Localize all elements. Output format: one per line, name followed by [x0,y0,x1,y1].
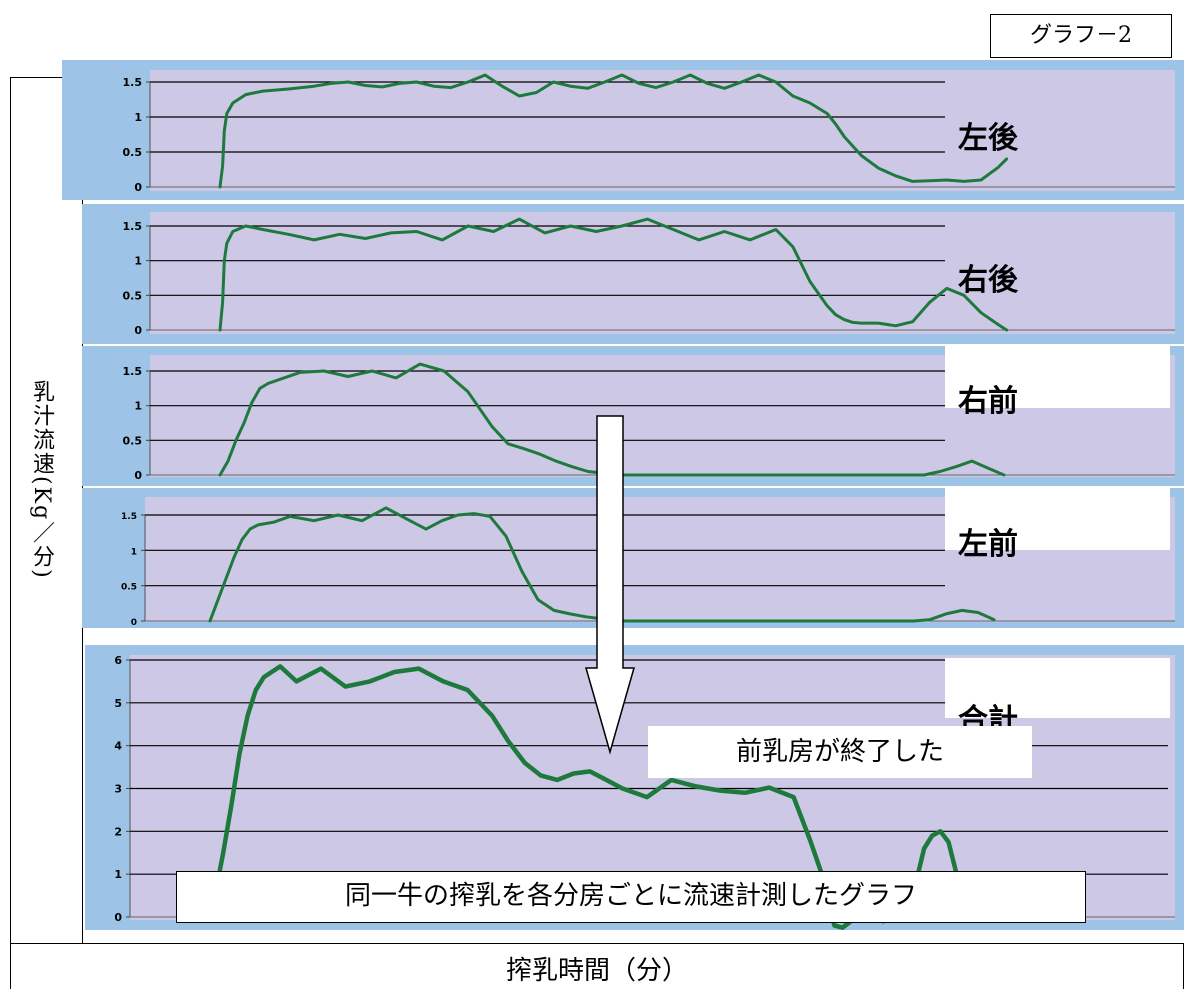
y-tick-label: 0.5 [123,146,143,159]
y-tick-label: 0 [134,181,142,194]
y-tick-label: 0 [134,324,142,337]
chart-title: 右後 [958,263,1019,298]
y-tick-label: 4 [114,740,122,753]
y-tick-label: 0 [131,618,137,628]
y-tick-label: 1.5 [123,365,143,378]
x-axis-label-frame: 搾乳時間（分） [10,943,1184,989]
annotation-caption: 同一牛の搾乳を各分房ごとに流速計測したグラフ [176,871,1086,923]
x-axis-label: 搾乳時間（分） [505,956,688,986]
y-tick-label: 3 [114,783,122,796]
y-tick-label: 2 [114,825,122,838]
chart-title: 左後 [958,121,1019,156]
y-tick-label: 1 [131,547,137,557]
y-tick-label: 1 [134,400,142,413]
down-arrow [585,415,635,755]
plot-area [150,212,1175,334]
plot-area [150,70,1175,191]
title-box [945,658,1170,718]
y-tick-label: 1.5 [123,220,143,233]
series-line [208,506,996,623]
y-tick-label: 1 [134,255,142,268]
y-tick-label: 0 [134,469,142,482]
y-tick-label: 1 [134,111,142,124]
y-axis-label-frame [10,77,83,943]
y-tick-label: 0.5 [123,434,143,447]
chart-title: 右前 [958,384,1018,419]
series-line [218,362,1006,477]
y-tick-label: 0.5 [121,583,137,593]
y-axis-label: 乳汁流速(Kg／分) [29,380,54,580]
y-tick-label: 0 [114,911,122,924]
title-box [945,488,1170,550]
title-box [945,346,1170,408]
figure-label: グラフ－2 [990,14,1172,58]
y-tick-label: 0.5 [123,289,143,302]
chart-title: 左前 [958,527,1018,562]
y-tick-label: 5 [114,697,122,710]
annotation-front-done: 前乳房が終了した [648,726,1032,778]
series-line [218,217,1009,332]
y-tick-label: 1.5 [123,76,143,89]
y-tick-label: 6 [114,654,122,667]
series-line [218,73,1009,189]
y-tick-label: 1 [114,868,122,881]
y-tick-label: 1.5 [121,512,137,522]
